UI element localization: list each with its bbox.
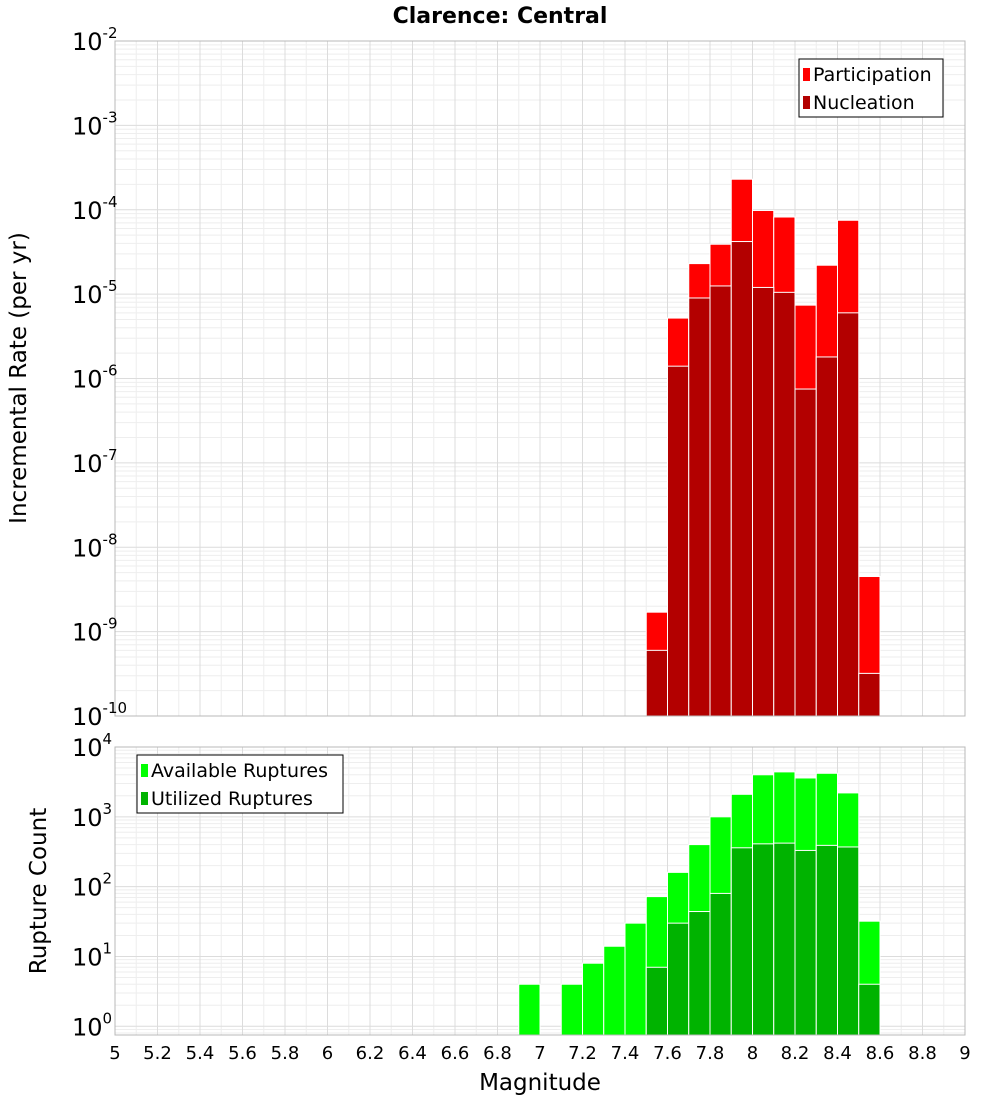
bottom-bars: [518, 771, 881, 1036]
top-bar-nucleation: [688, 297, 711, 717]
bottom-legend-entry: Available Ruptures: [151, 760, 328, 782]
top-legend: Participation Nucleation: [798, 58, 944, 118]
top-legend-entry: Nucleation: [813, 92, 915, 114]
top-bars: [645, 178, 881, 717]
bottom-bar-utilized-ruptures: [858, 983, 881, 1036]
top-bar-nucleation: [837, 312, 860, 717]
top-legend-swatch: [803, 96, 810, 109]
x-tick-label: 5.4: [186, 1043, 215, 1064]
top-y-tick-labels: 10-10 10-9 10-8 10-7 10-6 10-5 10-4 10-3 10-2: [72, 24, 127, 731]
top-y-tick-label: 10-4: [72, 193, 118, 225]
bottom-bar-utilized-ruptures: [688, 911, 711, 1036]
top-y-axis-label: Incremental Rate (per yr): [6, 232, 32, 524]
bottom-y-tick-label: 100: [72, 1009, 112, 1041]
x-tick-label: 7.6: [653, 1043, 682, 1064]
top-y-tick-label: 10-9: [72, 615, 118, 647]
top-bar-nucleation: [730, 241, 753, 717]
top-bar-nucleation: [709, 285, 732, 717]
top-bar-nucleation: [667, 365, 690, 717]
x-tick-labels: 5 5.2 5.4 5.6 5.8 6 6.2 6.4 6.6 6.8 7 7.2 7.4 7.6 7.8 8…: [109, 1043, 970, 1064]
bottom-y-tick-label: 102: [72, 870, 112, 902]
bottom-bar-utilized-ruptures: [794, 849, 817, 1036]
x-tick-label: 7: [534, 1043, 545, 1064]
bottom-plot-border: [114, 746, 966, 1036]
bottom-y-tick-label: 101: [72, 939, 112, 971]
top-y-tick-label: 10-3: [72, 108, 118, 140]
x-tick-label: 8.6: [866, 1043, 895, 1064]
bottom-bar-utilized-ruptures: [837, 846, 860, 1036]
bottom-legend-swatch: [141, 764, 148, 777]
bottom-bar-utilized-ruptures: [773, 842, 796, 1036]
rupture-count-plot: 100 101 102 103 104 5 5.2 5.4 5.6 5.8 6 6.2 6.4 6.6 6.…: [72, 730, 971, 1064]
x-tick-label: 6.2: [356, 1043, 385, 1064]
x-tick-label: 5.2: [143, 1043, 172, 1064]
top-bar-nucleation: [794, 388, 817, 717]
bottom-y-tick-label: 103: [72, 800, 112, 832]
top-bar-nucleation: [752, 286, 775, 717]
bottom-legend-entry: Utilized Ruptures: [151, 788, 313, 810]
x-tick-label: 5.6: [228, 1043, 257, 1064]
x-tick-label: 9: [959, 1043, 970, 1064]
x-tick-label: 8: [747, 1043, 758, 1064]
bottom-bar-available-ruptures: [603, 945, 626, 1036]
x-tick-label: 8.2: [781, 1043, 810, 1064]
bottom-bar-utilized-ruptures: [645, 966, 668, 1036]
x-tick-label: 6.6: [441, 1043, 470, 1064]
top-legend-box: [798, 58, 944, 118]
x-tick-label: 6.4: [398, 1043, 427, 1064]
top-legend-swatch: [803, 68, 810, 81]
x-tick-label: 8.8: [908, 1043, 937, 1064]
top-y-tick-label: 10-8: [72, 530, 118, 562]
top-bar-nucleation: [773, 291, 796, 717]
top-y-tick-label: 10-6: [72, 362, 118, 394]
bottom-y-tick-label: 104: [72, 730, 112, 762]
bottom-bar-utilized-ruptures: [709, 892, 732, 1036]
incremental-rate-plot: 10-10 10-9 10-8 10-7 10-6 10-5 10-4 10-3 10-2 Par…: [72, 24, 966, 731]
bottom-legend-swatch: [141, 792, 148, 805]
x-tick-label: 5.8: [271, 1043, 300, 1064]
top-y-tick-label: 10-10: [72, 699, 127, 731]
x-tick-label: 7.4: [611, 1043, 640, 1064]
x-tick-label: 7.8: [696, 1043, 725, 1064]
top-y-tick-label: 10-2: [72, 24, 118, 56]
bottom-legend: Available Ruptures Utilized Ruptures: [136, 754, 344, 814]
top-y-tick-label: 10-7: [72, 446, 118, 478]
x-tick-label: 7.2: [568, 1043, 597, 1064]
bottom-y-axis-label: Rupture Count: [26, 808, 52, 974]
bottom-bar-available-ruptures: [518, 983, 541, 1036]
bottom-bar-utilized-ruptures: [752, 843, 775, 1036]
x-tick-label: 5: [109, 1043, 120, 1064]
bottom-bar-utilized-ruptures: [667, 922, 690, 1036]
x-axis-label: Magnitude: [479, 1070, 601, 1096]
x-tick-label: 8.4: [823, 1043, 852, 1064]
top-plot-border: [114, 40, 966, 717]
bottom-bar-utilized-ruptures: [730, 847, 753, 1036]
bottom-bar-available-ruptures: [624, 922, 647, 1036]
top-bar-nucleation: [858, 672, 881, 717]
top-legend-entry: Participation: [813, 64, 932, 86]
x-tick-label: 6: [322, 1043, 333, 1064]
chart-title: Clarence: Central: [393, 4, 608, 29]
x-tick-label: 6.8: [483, 1043, 512, 1064]
top-y-tick-label: 10-5: [72, 277, 118, 309]
bottom-bar-available-ruptures: [582, 962, 605, 1036]
bottom-bar-available-ruptures: [560, 983, 583, 1036]
top-bar-nucleation: [645, 649, 668, 717]
bottom-y-tick-labels: 100 101 102 103 104: [72, 730, 112, 1041]
bottom-legend-box: [136, 754, 344, 814]
top-bar-nucleation: [815, 356, 838, 717]
bottom-bar-utilized-ruptures: [815, 844, 838, 1036]
